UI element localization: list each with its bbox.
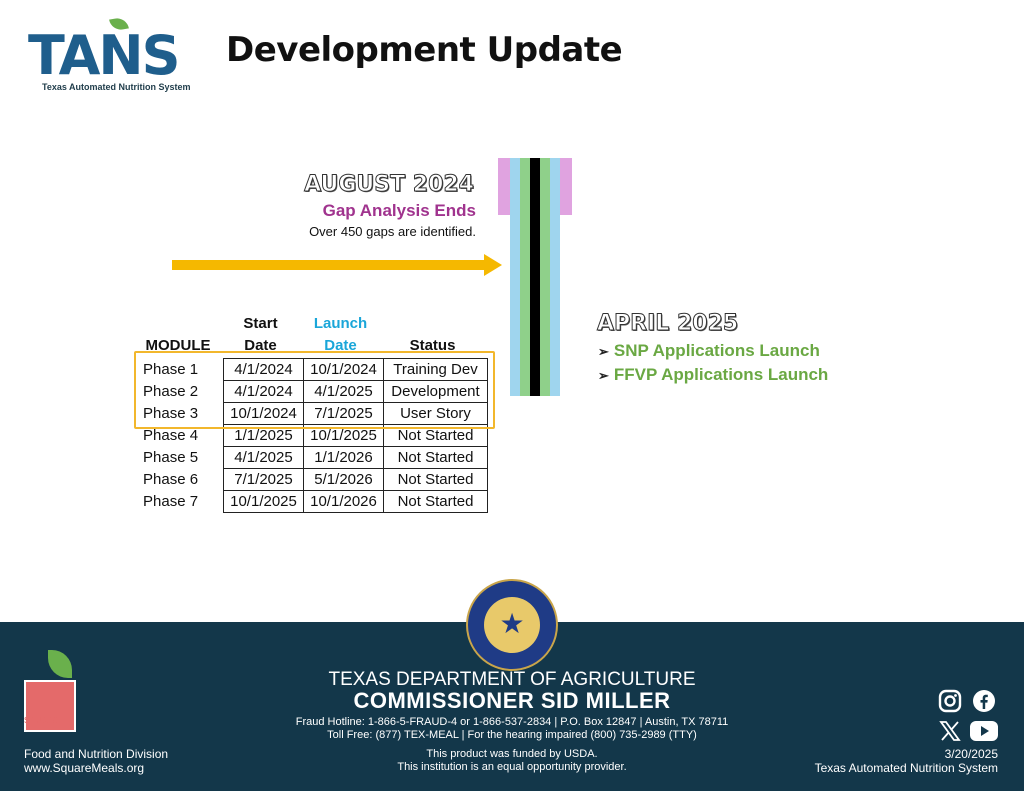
commissioner-name: COMMISSIONER SID MILLER: [353, 688, 671, 713]
timeline-arrow: [172, 254, 502, 276]
youtube-icon[interactable]: [969, 719, 999, 745]
phase-start-cell: 7/1/2025: [223, 468, 304, 491]
footer-date: 3/20/2025: [944, 747, 998, 761]
footer-system-name: Texas Automated Nutrition System: [814, 761, 998, 775]
april-item-ffvp: ➢ FFVP Applications Launch: [598, 365, 829, 384]
august-milestone-subtitle: Gap Analysis Ends: [322, 201, 476, 220]
phase-module-cell: Phase 3: [143, 405, 199, 422]
x-twitter-icon[interactable]: [937, 719, 963, 745]
table-row: Phase 3 10/1/2024 7/1/2025 User Story: [138, 402, 488, 425]
timeline-bar-black: [530, 158, 540, 396]
phase-status-cell: Not Started: [383, 468, 488, 491]
division-text: Food and Nutrition Division: [24, 747, 169, 761]
phase-start-cell: 4/1/2024: [223, 380, 304, 403]
logo-subtitle: Texas Automated Nutrition System: [42, 82, 191, 92]
august-milestone-title: AUGUST 2024: [304, 172, 475, 198]
phase-module-cell: Phase 5: [143, 449, 199, 466]
april-milestone-title: APRIL 2025: [596, 311, 739, 337]
page-title: Development Update: [226, 30, 623, 70]
phase-start-cell: 4/1/2025: [223, 446, 304, 469]
table-row: Phase 6 7/1/2025 5/1/2026 Not Started: [138, 468, 488, 491]
phase-module-cell: Phase 7: [143, 493, 199, 510]
phase-launch-cell: 1/1/2026: [303, 446, 384, 469]
table-row: Phase 5 4/1/2025 1/1/2026 Not Started: [138, 446, 488, 469]
toll-free: Toll Free: (877) TEX-MEAL | For the hear…: [327, 729, 697, 741]
phase-module-cell: Phase 1: [143, 361, 199, 378]
header-start-2: Date: [244, 337, 277, 354]
phase-module-cell: Phase 6: [143, 471, 199, 488]
table-row: Phase 7 10/1/2025 10/1/2026 Not Started: [138, 490, 488, 513]
header-start-1: Start: [243, 315, 278, 332]
instagram-icon[interactable]: [937, 689, 963, 715]
star-icon: ★: [499, 608, 525, 639]
tda-seal: ★: [466, 579, 558, 671]
phase-start-cell: 10/1/2025: [223, 490, 304, 513]
phase-status-cell: Development: [383, 380, 488, 403]
phase-module-cell: Phase 4: [143, 427, 199, 444]
current-phases-highlight: [134, 351, 495, 429]
phase-launch-cell: 4/1/2025: [303, 380, 384, 403]
dept-name: TEXAS DEPARTMENT OF AGRICULTURE: [328, 669, 696, 690]
fraud-hotline: Fraud Hotline: 1-866-5-FRAUD-4 or 1-866-…: [295, 716, 729, 728]
squaremeals-word: square: [24, 714, 58, 726]
phase-status-cell: Not Started: [383, 446, 488, 469]
usda-funding: This product was funded by USDA.: [426, 748, 598, 760]
phase-status-cell: Not Started: [383, 490, 488, 513]
tans-logo: TANS Texas Automated Nutrition System: [28, 16, 208, 98]
website-link[interactable]: www.SquareMeals.org: [24, 761, 145, 775]
phases-table: Phase 1 4/1/2024 10/1/2024 Training Dev Phas…: [138, 358, 488, 513]
logo-wordmark: TANS: [28, 24, 181, 87]
april-item-snp: ➢ SNP Applications Launch: [598, 341, 820, 360]
phase-launch-cell: 7/1/2025: [303, 402, 384, 425]
bullet-arrow-icon: ➢: [598, 344, 609, 359]
facebook-icon[interactable]: [971, 689, 997, 715]
header-status: Status: [409, 337, 456, 354]
table-row: Phase 2 4/1/2024 4/1/2025 Development: [138, 380, 488, 403]
header-launch-1: Launch: [313, 315, 368, 332]
phase-status-cell: Training Dev: [383, 358, 488, 381]
phase-launch-cell: 10/1/2026: [303, 490, 384, 513]
equal-opportunity: This institution is an equal opportunity…: [397, 761, 627, 773]
bullet-arrow-icon: ➢: [598, 368, 609, 383]
header-launch-2: Date: [324, 337, 357, 354]
august-milestone-note: Over 450 gaps are identified.: [309, 224, 476, 239]
phase-launch-cell: 10/1/2025: [303, 424, 384, 447]
phase-launch-cell: 5/1/2026: [303, 468, 384, 491]
squaremeals-logo: square: [24, 650, 84, 732]
header-module: MODULE: [145, 337, 211, 354]
phase-module-cell: Phase 2: [143, 383, 199, 400]
